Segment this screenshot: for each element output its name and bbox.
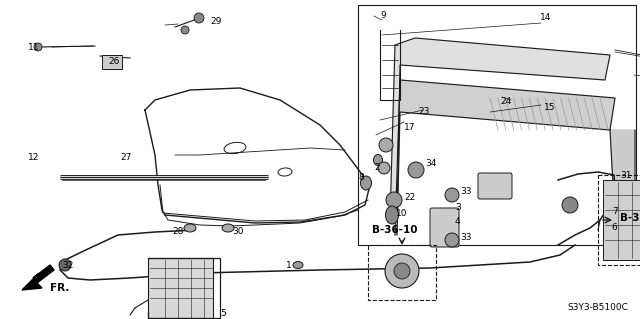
Text: 2: 2 — [374, 164, 380, 173]
Bar — [358, 5, 636, 245]
Circle shape — [181, 26, 189, 34]
Text: 14: 14 — [540, 13, 552, 23]
Bar — [368, 245, 436, 300]
Ellipse shape — [222, 224, 234, 232]
Text: 15: 15 — [544, 103, 556, 113]
Polygon shape — [395, 80, 615, 235]
Text: 33: 33 — [460, 188, 472, 197]
Ellipse shape — [360, 176, 371, 190]
FancyBboxPatch shape — [603, 180, 640, 260]
Circle shape — [379, 138, 393, 152]
Text: 22: 22 — [404, 194, 415, 203]
Circle shape — [445, 233, 459, 247]
Text: B-36-10: B-36-10 — [372, 225, 418, 235]
Ellipse shape — [293, 262, 303, 269]
Text: 12: 12 — [28, 153, 40, 162]
Text: 30: 30 — [232, 227, 243, 236]
Text: 29: 29 — [210, 18, 221, 26]
Text: 6: 6 — [611, 224, 617, 233]
Circle shape — [378, 162, 390, 174]
FancyBboxPatch shape — [102, 55, 122, 69]
Text: 7: 7 — [612, 207, 618, 217]
Text: 32: 32 — [62, 261, 74, 270]
FancyBboxPatch shape — [478, 173, 512, 199]
Text: 27: 27 — [120, 152, 131, 161]
Text: 23: 23 — [418, 108, 429, 116]
Text: 5: 5 — [220, 309, 226, 318]
Circle shape — [59, 259, 71, 271]
Bar — [598, 175, 640, 265]
Text: 31: 31 — [620, 170, 632, 180]
Text: 24: 24 — [500, 98, 511, 107]
Text: FR.: FR. — [50, 283, 69, 293]
Text: 3: 3 — [455, 204, 461, 212]
Text: 34: 34 — [425, 159, 436, 167]
Text: 28: 28 — [172, 227, 184, 236]
FancyBboxPatch shape — [148, 258, 213, 318]
Text: S3Y3-B5100C: S3Y3-B5100C — [567, 303, 628, 312]
Polygon shape — [390, 38, 610, 220]
Text: 11: 11 — [28, 42, 40, 51]
Circle shape — [394, 263, 410, 279]
Ellipse shape — [385, 206, 399, 224]
Circle shape — [408, 162, 424, 178]
Ellipse shape — [184, 224, 196, 232]
Circle shape — [385, 254, 419, 288]
Circle shape — [562, 197, 578, 213]
Circle shape — [445, 188, 459, 202]
FancyBboxPatch shape — [430, 208, 459, 247]
Polygon shape — [22, 265, 54, 290]
Polygon shape — [610, 130, 635, 220]
Text: 9: 9 — [380, 11, 386, 19]
Text: 10: 10 — [396, 209, 408, 218]
Text: 26: 26 — [108, 57, 120, 66]
Text: B-37: B-37 — [620, 213, 640, 223]
Text: 8: 8 — [358, 174, 364, 182]
Text: 4: 4 — [455, 218, 461, 226]
Text: 33: 33 — [460, 234, 472, 242]
Circle shape — [386, 192, 402, 208]
Text: 1: 1 — [286, 262, 292, 271]
Ellipse shape — [374, 154, 383, 166]
Circle shape — [194, 13, 204, 23]
Circle shape — [34, 43, 42, 51]
Text: 17: 17 — [404, 122, 415, 131]
